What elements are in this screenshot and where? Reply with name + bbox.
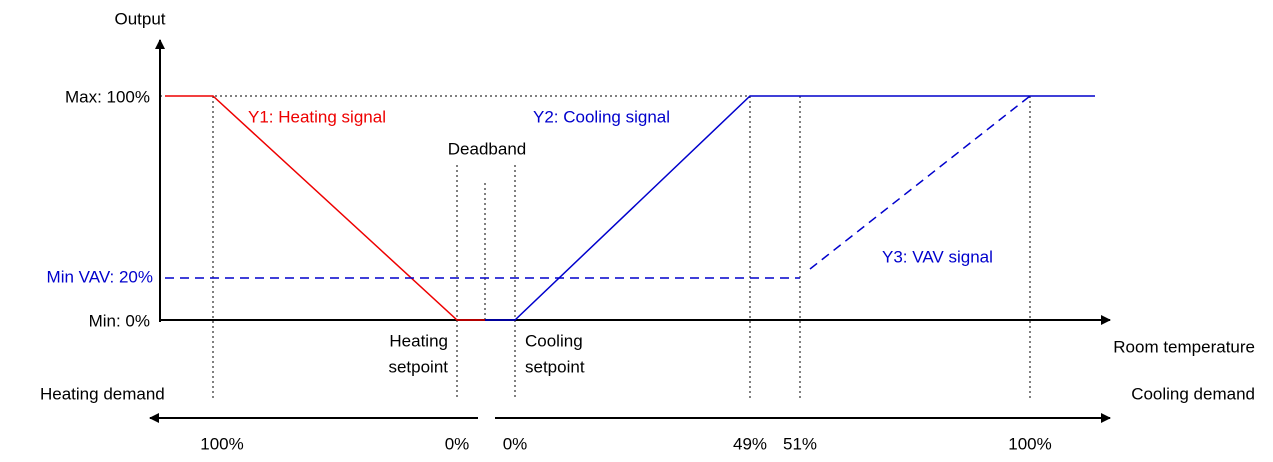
cooling-setpoint: setpoint [525, 357, 585, 376]
heating-setpoint: Heating [389, 331, 448, 350]
vav-signal-label: Y3: VAV signal [882, 247, 993, 266]
heating-signal-label: Y1: Heating signal [248, 107, 386, 126]
max-label: Max: 100% [65, 87, 150, 106]
cooling-line [485, 95, 1095, 321]
y-label: Output [114, 9, 165, 28]
heating-demand-label: Heating demand [40, 384, 165, 403]
deadband-label: Deadband [448, 139, 526, 158]
cooling-signal-label: Y2: Cooling signal [533, 107, 670, 126]
cooling-setpoint: Cooling [525, 331, 583, 350]
min-vav-label: Min VAV: 20% [47, 267, 153, 286]
demand-tick: 100% [1008, 434, 1051, 453]
demand-tick: 0% [503, 434, 528, 453]
demand-tick: 51% [783, 434, 817, 453]
demand-tick: 49% [733, 434, 767, 453]
demand-tick: 0% [445, 434, 470, 453]
heating-setpoint: setpoint [388, 357, 448, 376]
heating-line [165, 95, 485, 321]
vav-line [809, 95, 1031, 270]
cooling-demand-label: Cooling demand [1131, 384, 1255, 403]
min-label: Min: 0% [89, 311, 150, 330]
demand-tick: 100% [200, 434, 243, 453]
x-label: Room temperature [1113, 337, 1255, 356]
